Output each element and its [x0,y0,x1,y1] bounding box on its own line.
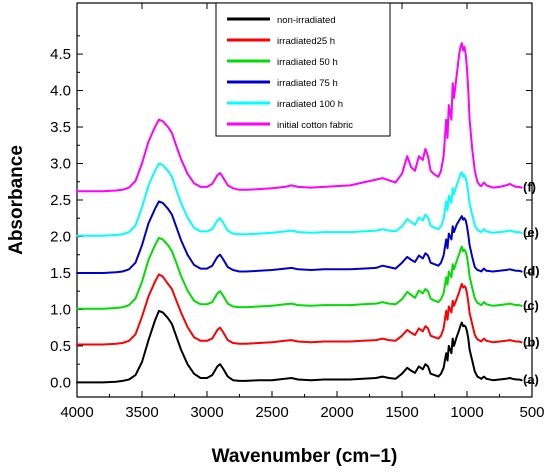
legend-label: irradiated 50 h [277,57,338,68]
y-tick-label: 4.0 [50,83,71,100]
x-tick-label: 2000 [320,404,353,421]
series-line-f [76,42,523,193]
y-tick-label: 1.5 [50,265,71,282]
curve-label: (f) [523,180,536,195]
series-line-e [76,162,523,237]
y-tick-label: 3.0 [50,156,71,173]
series-lines [76,42,523,384]
y-tick-label: 4.5 [50,46,71,63]
y-tick-label: 2.5 [50,192,71,209]
y-tick-label: 0.0 [50,374,71,391]
series-line-b [76,273,523,346]
x-tick-label: 3000 [190,404,223,421]
y-tick-label: 2.0 [50,228,71,245]
x-tick-label: 2500 [255,404,288,421]
legend-label: irradiated 75 h [277,78,338,89]
series-line-a [76,309,523,384]
y-tick-label: 3.5 [50,119,71,136]
y-tick-label: 0.5 [50,338,71,355]
curve-label: (d) [523,264,540,279]
curve-label: (e) [523,225,539,240]
x-axis-ticks: 4000 3500 3000 2500 2000 1500 1000 500 [60,3,545,421]
curve-label: (b) [523,334,540,349]
curve-label: (c) [523,298,539,313]
x-tick-label: 1000 [450,404,483,421]
y-tick-label: 1.0 [50,301,71,318]
series-line-c [76,236,523,310]
legend-box [215,2,391,137]
series-line-d [76,200,523,274]
legend-label: irradiated 100 h [277,99,343,110]
legend-label: non-irradiated [277,15,336,26]
x-tick-label: 3500 [125,404,158,421]
x-tick-label: 4000 [60,404,93,421]
legend-label: initial cotton fabric [277,120,353,131]
y-axis-ticks: 0.0 0.5 1.0 1.5 2.0 2.5 3.0 3.5 4.0 4.5 [50,35,532,391]
x-axis-title: Wavenumber (cm−1) [212,446,398,467]
curve-labels: (a) (b) (c) (d) (e) (f) [523,180,540,388]
legend: non-irradiated irradiated25 h irradiated 5… [215,2,391,137]
legend-items: non-irradiated irradiated25 h irradiated 5… [227,15,353,131]
legend-label: irradiated25 h [277,36,335,47]
x-tick-label: 1500 [385,404,418,421]
curve-label: (a) [523,372,539,387]
y-axis-title: Absorbance [6,145,27,255]
x-tick-label: 500 [519,404,544,421]
